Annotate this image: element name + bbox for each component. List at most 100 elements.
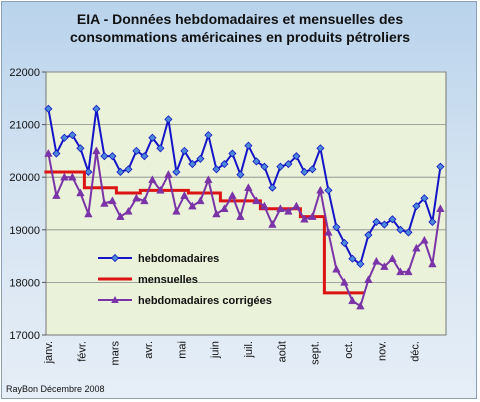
data-point: [236, 170, 245, 179]
data-point: [124, 206, 133, 215]
data-point: [228, 149, 237, 158]
data-point: [196, 154, 205, 163]
data-point: [68, 131, 77, 140]
x-tick-label: août: [276, 341, 288, 362]
data-point: [156, 144, 165, 153]
data-point: [404, 267, 413, 276]
data-point: [388, 254, 397, 262]
data-point: [196, 196, 205, 205]
data-point: [220, 204, 229, 213]
data-point: [308, 165, 317, 174]
data-point: [108, 152, 117, 161]
data-point: [284, 159, 293, 169]
legend-label: mensuelles: [138, 274, 198, 286]
data-point: [332, 264, 341, 273]
data-point: [180, 146, 189, 155]
data-point: [172, 167, 181, 177]
data-point: [252, 196, 261, 205]
data-point: [420, 235, 429, 244]
data-point: [132, 146, 141, 155]
x-tick-label: oct.: [343, 341, 355, 359]
data-point: [412, 243, 421, 252]
x-tick-label: juin: [210, 341, 222, 359]
data-point: [324, 227, 333, 236]
data-point: [364, 230, 373, 240]
data-point: [316, 144, 325, 153]
data-point: [188, 201, 197, 210]
data-point: [244, 141, 253, 150]
data-point: [52, 149, 61, 158]
legend-label: hebdomadaires corrigées: [138, 295, 272, 307]
x-tick-label: sept.: [310, 341, 322, 365]
data-point: [380, 220, 389, 229]
data-point: [92, 104, 101, 113]
y-tick-label: 22000: [9, 67, 40, 79]
data-point: [236, 212, 245, 220]
data-point: [52, 191, 61, 199]
data-point: [140, 152, 149, 161]
data-point: [356, 259, 365, 269]
data-point: [436, 162, 445, 171]
data-point: [404, 228, 413, 237]
data-point: [124, 165, 133, 174]
data-point: [324, 186, 333, 195]
y-tick-label: 18000: [9, 277, 40, 289]
data-point: [228, 191, 237, 199]
y-tick-label: 19000: [9, 225, 40, 237]
data-point: [68, 172, 77, 181]
data-point: [84, 167, 93, 177]
data-point: [300, 167, 309, 177]
data-point: [372, 217, 381, 226]
data-point: [268, 183, 277, 192]
credit-text: RayBon Décembre 2008: [6, 384, 105, 394]
data-point: [428, 217, 437, 226]
data-point: [84, 209, 93, 218]
x-tick-label: juil.: [243, 341, 255, 359]
x-tick-label: janv.: [43, 341, 55, 364]
data-point: [260, 201, 269, 210]
data-point: [276, 204, 285, 213]
data-point: [116, 167, 125, 177]
x-tick-label: févr.: [76, 341, 88, 362]
data-point: [60, 172, 69, 181]
data-point: [148, 175, 157, 184]
data-point: [268, 220, 277, 228]
data-point: [388, 215, 397, 224]
data-point: [260, 162, 269, 171]
y-tick-label: 17000: [9, 330, 40, 342]
x-tick-label: mars: [110, 341, 122, 366]
data-point: [292, 152, 301, 161]
data-point: [164, 115, 173, 124]
data-point: [316, 185, 325, 194]
data-point: [244, 183, 253, 191]
data-point: [396, 225, 405, 234]
data-point: [212, 209, 221, 218]
data-point: [44, 104, 53, 113]
chart-title-line-2: consommations américaines en produits pé…: [70, 29, 410, 45]
data-point: [300, 214, 309, 223]
y-tick-label: 20000: [9, 172, 40, 184]
data-point: [340, 238, 349, 248]
data-point: [100, 152, 109, 161]
x-tick-label: avr.: [143, 341, 155, 359]
data-point: [340, 277, 349, 286]
data-point: [116, 212, 125, 220]
data-point: [332, 223, 341, 232]
data-point: [252, 157, 261, 166]
data-point: [364, 275, 373, 284]
data-point: [60, 133, 69, 142]
data-point: [372, 256, 381, 265]
chart-title-line-1: EIA - Données hebdomadaires et mensuelle…: [76, 11, 404, 27]
data-point: [420, 194, 429, 203]
data-point: [204, 131, 213, 140]
data-point: [156, 185, 165, 194]
data-point: [148, 133, 157, 142]
data-point: [308, 212, 317, 220]
x-tick-label: nov.: [376, 341, 388, 361]
plot-area: [45, 71, 447, 336]
data-point: [284, 206, 293, 215]
data-point: [220, 159, 229, 169]
data-point: [92, 146, 101, 155]
data-point: [76, 144, 85, 153]
